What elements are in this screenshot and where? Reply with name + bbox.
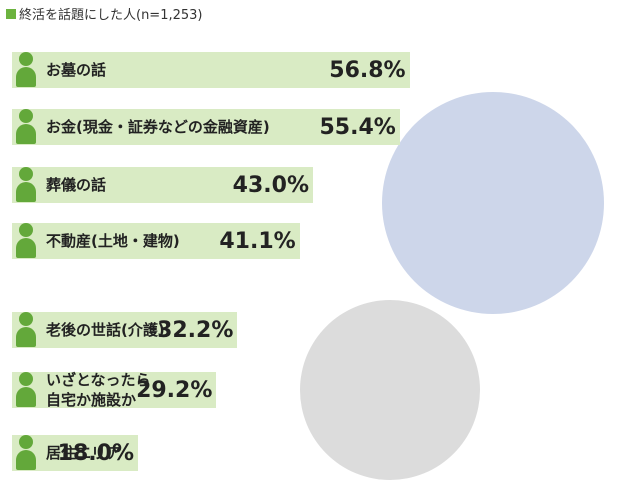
value-label: 55.4% <box>306 115 396 140</box>
person-icon <box>14 312 38 348</box>
person-icon <box>14 435 38 471</box>
title-marker <box>6 9 16 19</box>
person-icon <box>14 223 38 259</box>
value-label: 41.1% <box>206 229 296 254</box>
icon-head <box>19 52 33 66</box>
category-label: お墓の話 <box>46 60 106 80</box>
person-icon <box>14 372 38 408</box>
illustration-circle <box>300 300 480 480</box>
illustration-circle <box>382 92 604 314</box>
icon-head <box>19 435 33 449</box>
value-label: 43.0% <box>219 173 309 198</box>
icon-head <box>19 223 33 237</box>
value-label: 29.2% <box>122 378 212 403</box>
icon-head <box>19 372 33 386</box>
chart-title: 終活を話題にした人(n=1,253) <box>19 4 203 23</box>
person-icon <box>14 109 38 145</box>
icon-body <box>16 238 36 258</box>
person-icon <box>14 52 38 88</box>
icon-head <box>19 109 33 123</box>
category-label: 葬儀の話 <box>46 175 106 195</box>
infographic: 終活を話題にした人(n=1,253) お墓の話 56.8% お金(現金・証券などの金… <box>0 0 621 481</box>
icon-body <box>16 327 36 347</box>
person-icon <box>14 167 38 203</box>
value-label: 32.2% <box>143 318 233 343</box>
icon-body <box>16 67 36 87</box>
icon-body <box>16 387 36 407</box>
icon-head <box>19 167 33 181</box>
icon-body <box>16 124 36 144</box>
icon-body <box>16 182 36 202</box>
chart-title-wrap: 終活を話題にした人(n=1,253) <box>6 4 203 23</box>
category-label: お金(現金・証券などの金融資産) <box>46 117 270 137</box>
value-label: 18.0% <box>44 441 134 466</box>
icon-body <box>16 450 36 470</box>
value-label: 56.8% <box>316 58 406 83</box>
icon-head <box>19 312 33 326</box>
category-label: 不動産(土地・建物) <box>46 231 180 251</box>
